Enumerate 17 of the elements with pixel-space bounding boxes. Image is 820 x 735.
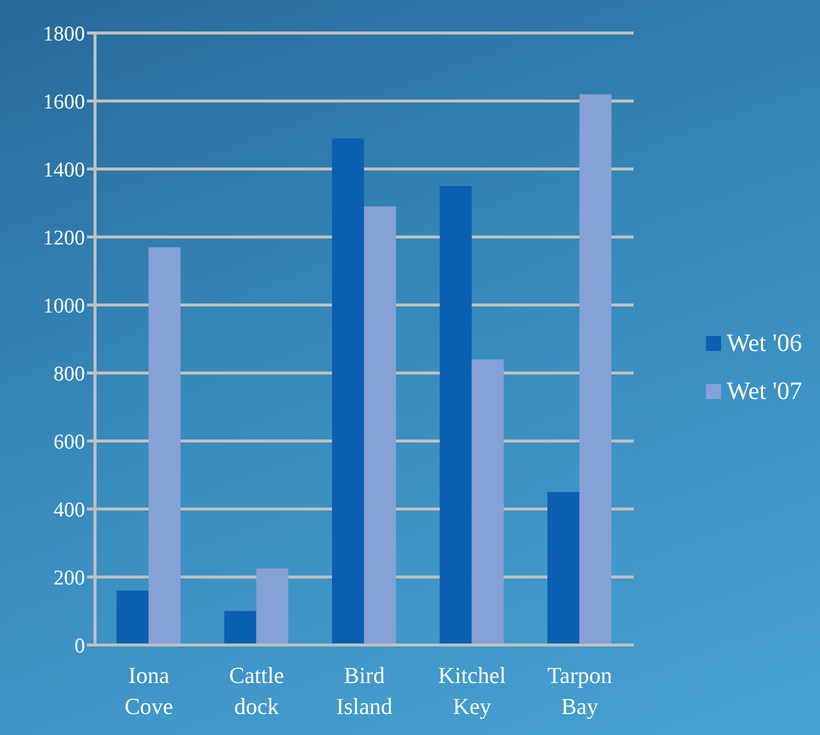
y-tick-label: 600 xyxy=(54,429,85,454)
y-tick-label: 1200 xyxy=(43,225,85,250)
x-tick-label: Bird Island xyxy=(336,663,393,719)
legend-label: Wet '06 xyxy=(726,330,802,358)
y-tick-label: 800 xyxy=(54,361,85,386)
x-tick-label: Kitchel Key xyxy=(438,663,506,719)
y-tick-label: 1400 xyxy=(43,157,85,182)
y-tick-label: 200 xyxy=(54,565,85,590)
y-tick-label: 400 xyxy=(54,497,85,522)
x-tick-label: Cattle dock xyxy=(229,663,284,719)
x-tick-label: Iona Cove xyxy=(124,663,174,719)
y-tick-label: 1000 xyxy=(43,293,85,318)
legend-label: Wet '07 xyxy=(726,378,802,406)
x-tick-label: Tarpon Bay xyxy=(547,663,613,719)
y-tick-label: 1600 xyxy=(43,89,85,114)
y-tick-label: 1800 xyxy=(43,21,85,46)
y-tick-label: 0 xyxy=(74,633,85,658)
